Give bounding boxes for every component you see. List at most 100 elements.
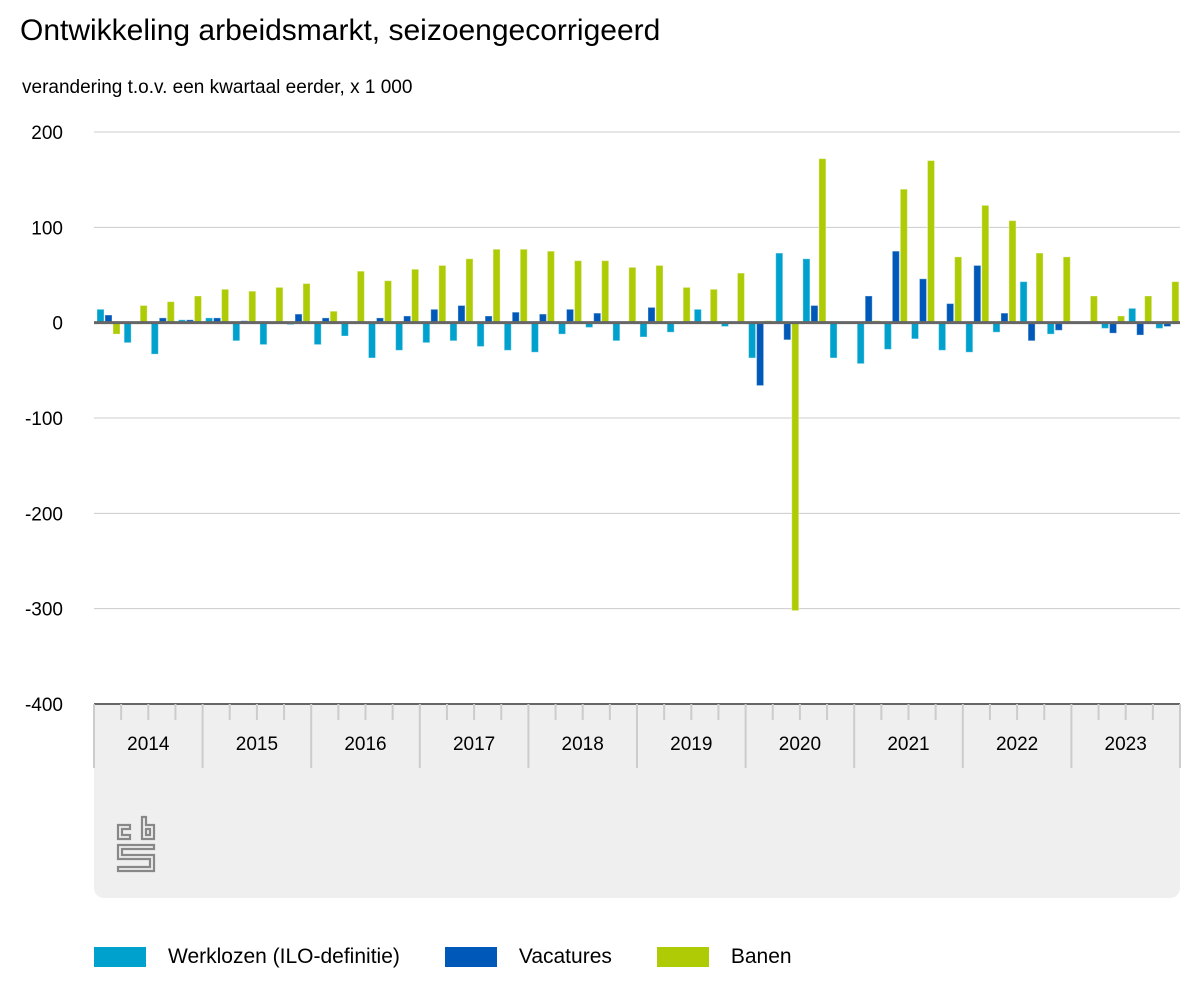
bar-werklozen[interactable]: [1019, 281, 1028, 324]
bar-werklozen[interactable]: [802, 258, 811, 324]
legend-item-banen[interactable]: Banen: [656, 945, 792, 969]
bar-werklozen[interactable]: [503, 322, 512, 351]
bar-banen[interactable]: [139, 305, 148, 324]
bar-banen[interactable]: [736, 272, 745, 324]
bar-banen[interactable]: [221, 288, 230, 324]
bar-vacatures[interactable]: [566, 308, 575, 324]
bar-banen[interactable]: [302, 283, 311, 324]
bar-vacatures[interactable]: [430, 308, 439, 324]
x-tick-label: 2014: [127, 734, 170, 755]
bar-banen[interactable]: [112, 322, 121, 335]
y-tick-label: -300: [25, 600, 63, 621]
bar-werklozen[interactable]: [693, 308, 702, 324]
bar-banen[interactable]: [1035, 252, 1044, 324]
bar-banen[interactable]: [655, 264, 664, 324]
bar-banen[interactable]: [492, 248, 501, 324]
bar-banen[interactable]: [1171, 281, 1180, 324]
bar-banen[interactable]: [329, 310, 338, 324]
bar-werklozen[interactable]: [911, 322, 919, 340]
bar-banen[interactable]: [384, 280, 392, 324]
bar-vacatures[interactable]: [647, 306, 656, 324]
bar-banen[interactable]: [1089, 295, 1098, 324]
bar-werklozen[interactable]: [313, 322, 322, 346]
bar-werklozen[interactable]: [883, 322, 892, 350]
bar-banen[interactable]: [601, 260, 610, 324]
bar-werklozen[interactable]: [368, 322, 376, 359]
bar-banen[interactable]: [248, 290, 257, 324]
bar-banen[interactable]: [899, 188, 908, 324]
bar-banen[interactable]: [1062, 256, 1071, 324]
bar-werklozen[interactable]: [123, 322, 132, 344]
bar-werklozen[interactable]: [612, 322, 621, 342]
bar-werklozen[interactable]: [232, 322, 241, 342]
legend: Werklozen (ILO-definitie) Vacatures Bane…: [94, 945, 837, 969]
x-axis: 2014 2015 2016 2017 2018 2019 2020 2021 2022 2023: [93, 703, 1181, 768]
bar-banen[interactable]: [981, 204, 990, 324]
bar-banen[interactable]: [927, 160, 935, 324]
bar-banen[interactable]: [546, 250, 555, 324]
legend-label-banen: Banen: [730, 945, 792, 968]
bar-werklozen[interactable]: [395, 322, 404, 351]
bar-vacatures[interactable]: [511, 311, 520, 324]
bar-vacatures[interactable]: [919, 278, 927, 324]
bar-vacatures[interactable]: [1027, 322, 1036, 342]
y-tick-label: -400: [25, 695, 63, 716]
cbs-logo: [116, 815, 156, 878]
bar-werklozen[interactable]: [829, 322, 838, 359]
bar-banen[interactable]: [628, 266, 637, 324]
bar-banen[interactable]: [818, 158, 827, 324]
bar-vacatures[interactable]: [756, 322, 765, 387]
bar-vacatures[interactable]: [1109, 322, 1118, 334]
x-tick-label: 2020: [779, 734, 821, 755]
bar-vacatures[interactable]: [1136, 322, 1145, 336]
y-axis-ticks: 200 100 0 -100 -200 -300 -400: [25, 123, 63, 716]
bar-werklozen[interactable]: [1128, 307, 1137, 324]
bar-banen[interactable]: [954, 256, 963, 324]
bar-werklozen[interactable]: [340, 322, 349, 337]
bar-werklozen[interactable]: [422, 322, 431, 344]
bar-vacatures[interactable]: [810, 305, 819, 324]
y-tick-label: -100: [25, 409, 63, 430]
bar-werklozen[interactable]: [558, 322, 567, 335]
bar-banen[interactable]: [791, 322, 800, 612]
chart-subtitle: verandering t.o.v. een kwartaal eerder, …: [22, 77, 413, 98]
bar-vacatures[interactable]: [457, 305, 466, 324]
legend-item-werklozen[interactable]: Werklozen (ILO-definitie): [94, 945, 400, 969]
bar-banen[interactable]: [166, 301, 175, 324]
bar-werklozen[interactable]: [476, 322, 485, 347]
bar-banen[interactable]: [411, 268, 420, 324]
bar-werklozen[interactable]: [259, 322, 268, 346]
bar-werklozen[interactable]: [965, 322, 974, 353]
bar-banen[interactable]: [709, 288, 718, 324]
bar-banen[interactable]: [574, 260, 583, 324]
bar-werklozen[interactable]: [748, 322, 757, 359]
bars: [96, 158, 1180, 612]
bar-werklozen[interactable]: [96, 308, 105, 324]
legend-label-werklozen: Werklozen (ILO-definitie): [168, 945, 400, 968]
bar-banen[interactable]: [356, 270, 365, 324]
bar-werklozen[interactable]: [938, 322, 947, 351]
bar-werklozen[interactable]: [639, 322, 648, 338]
bar-werklozen[interactable]: [856, 322, 865, 365]
y-tick-label: 100: [31, 218, 63, 239]
bar-vacatures[interactable]: [864, 295, 873, 324]
bar-vacatures[interactable]: [973, 264, 982, 324]
bar-werklozen[interactable]: [530, 322, 539, 353]
bar-werklozen[interactable]: [150, 322, 159, 355]
bar-banen[interactable]: [1144, 295, 1153, 324]
bar-banen[interactable]: [438, 264, 447, 324]
bar-banen[interactable]: [519, 248, 528, 324]
bar-vacatures[interactable]: [783, 322, 792, 341]
bar-banen[interactable]: [682, 286, 691, 324]
bar-vacatures[interactable]: [946, 303, 955, 324]
legend-label-vacatures: Vacatures: [518, 945, 612, 968]
bar-banen[interactable]: [193, 295, 202, 324]
bar-werklozen[interactable]: [449, 322, 458, 342]
bar-werklozen[interactable]: [1046, 322, 1055, 335]
bar-vacatures[interactable]: [891, 250, 900, 324]
legend-item-vacatures[interactable]: Vacatures: [444, 945, 612, 969]
bar-banen[interactable]: [465, 258, 474, 324]
bar-banen[interactable]: [275, 286, 284, 324]
bar-werklozen[interactable]: [775, 252, 784, 324]
bar-banen[interactable]: [1008, 220, 1017, 324]
